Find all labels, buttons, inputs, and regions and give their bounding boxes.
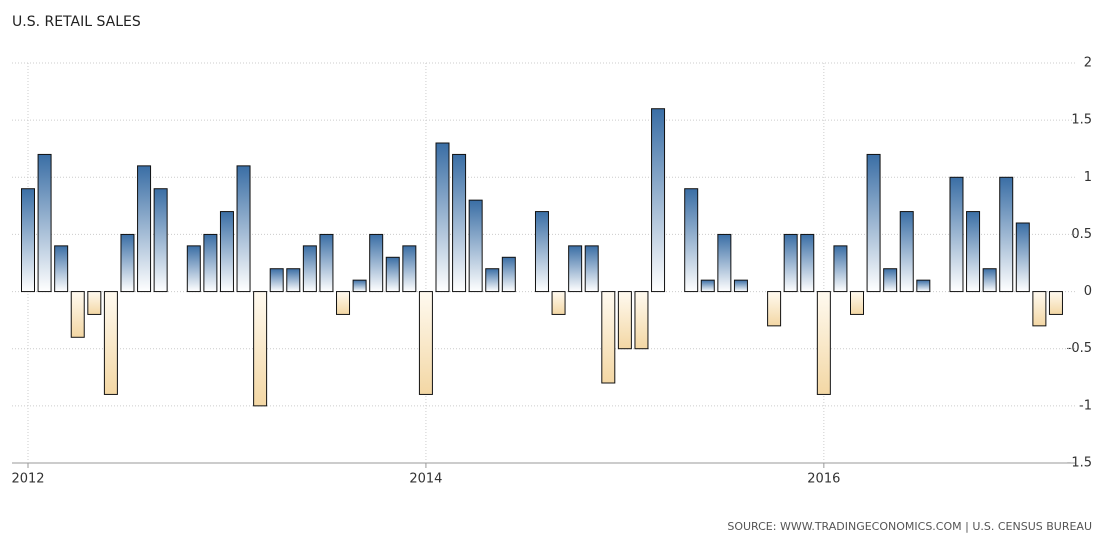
bar [219, 211, 234, 293]
chart-title: U.S. RETAIL SALES [12, 14, 141, 30]
bar [534, 211, 549, 293]
bar [700, 279, 715, 293]
bar [87, 291, 102, 315]
bar [617, 291, 632, 350]
bar [203, 233, 218, 293]
bar [601, 291, 616, 384]
bar [253, 291, 268, 407]
bar [269, 268, 284, 293]
y-tick-label: 2 [1084, 56, 1092, 71]
bar [468, 199, 483, 293]
y-tick-label: 0.5 [1071, 227, 1092, 242]
x-tick-label: 2016 [807, 472, 840, 487]
x-tick-label: 2012 [11, 472, 44, 487]
bar [319, 233, 334, 293]
bar [899, 211, 914, 293]
bar [767, 291, 782, 327]
bar [137, 165, 152, 293]
y-tick-label: 1 [1084, 170, 1092, 185]
y-tick-label: -1.5 [1067, 456, 1092, 471]
bar [717, 233, 732, 293]
bar [352, 279, 367, 293]
bar [684, 188, 699, 293]
y-tick-label: -0.5 [1067, 341, 1092, 356]
bar [1015, 222, 1030, 293]
bar [485, 268, 500, 293]
bar [982, 268, 997, 293]
bar [634, 291, 649, 350]
bar [551, 291, 566, 315]
bar [783, 233, 798, 293]
bar [916, 279, 931, 293]
bar [21, 188, 35, 293]
bar [70, 291, 85, 338]
bar [733, 279, 748, 293]
bar [501, 256, 516, 293]
bar [949, 176, 964, 293]
bar [999, 176, 1014, 293]
bar [850, 291, 864, 315]
bar [833, 245, 848, 293]
bar [800, 233, 815, 293]
y-tick-label: -1 [1079, 398, 1092, 413]
bar [120, 233, 135, 293]
bar [1048, 291, 1063, 315]
bar [153, 188, 168, 293]
bar [302, 245, 317, 293]
bar [651, 108, 666, 293]
bar [1032, 291, 1047, 327]
bar [966, 211, 981, 293]
bar [286, 268, 301, 293]
bar [883, 268, 898, 293]
bar [584, 245, 599, 293]
bar [186, 245, 201, 293]
bar [236, 165, 251, 293]
bar [37, 153, 52, 293]
bar [54, 245, 69, 293]
bar [568, 245, 583, 293]
y-tick-label: 0 [1084, 284, 1092, 299]
bar [452, 153, 467, 293]
y-tick-label: 1.5 [1071, 113, 1092, 128]
x-tick-label: 2014 [409, 472, 442, 487]
bar [418, 291, 433, 395]
bar [435, 142, 450, 293]
bar [336, 291, 351, 315]
bar [103, 291, 118, 395]
bar [816, 291, 831, 395]
bar [369, 233, 384, 293]
bar [866, 153, 881, 293]
bar [385, 256, 400, 293]
bar [402, 245, 417, 293]
source: SOURCE: WWW.TRADINGECONOMICS.COM | U.S. … [727, 520, 1092, 533]
